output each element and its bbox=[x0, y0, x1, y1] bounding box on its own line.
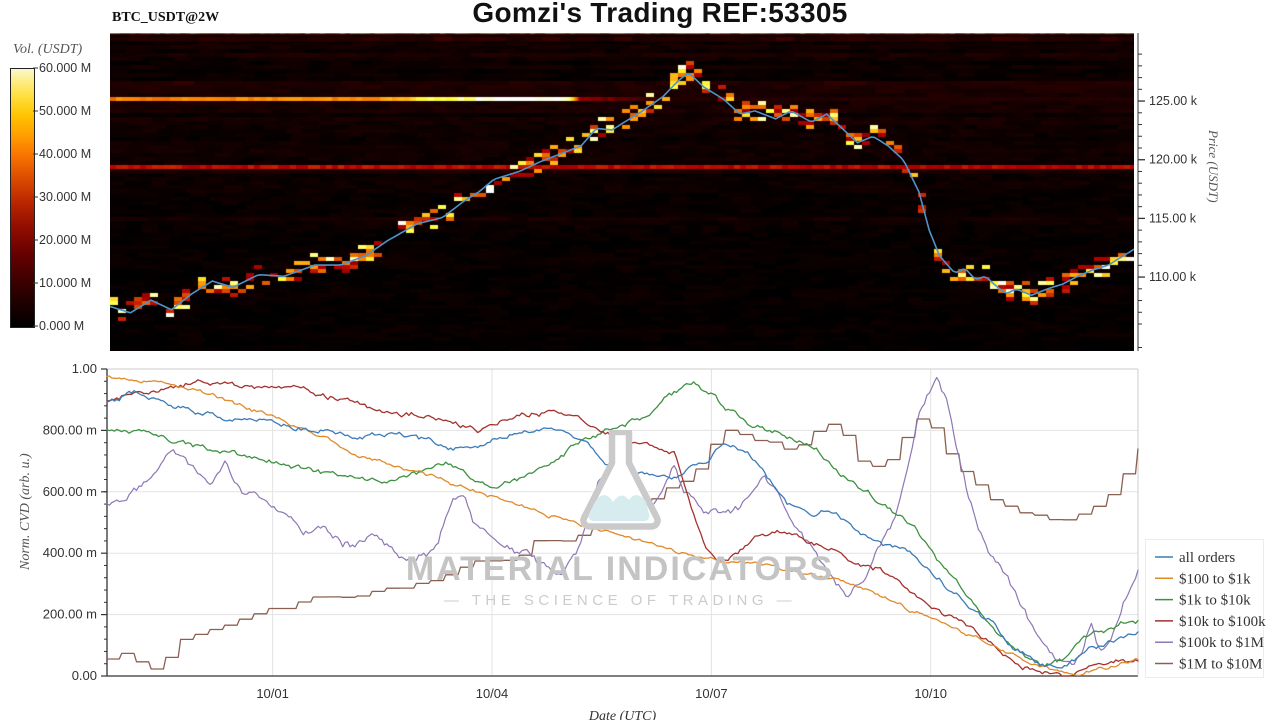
svg-text:10/10: 10/10 bbox=[914, 686, 947, 701]
svg-text:10/04: 10/04 bbox=[476, 686, 509, 701]
svg-text:10.000 M: 10.000 M bbox=[39, 276, 91, 290]
svg-text:Date (UTC): Date (UTC) bbox=[588, 709, 657, 720]
svg-text:30.000 M: 30.000 M bbox=[39, 190, 91, 204]
svg-text:10/07: 10/07 bbox=[695, 686, 728, 701]
svg-text:$100 to $1k: $100 to $1k bbox=[1179, 571, 1251, 587]
svg-text:$1k to $10k: $1k to $10k bbox=[1179, 593, 1251, 609]
svg-text:10/01: 10/01 bbox=[256, 686, 289, 701]
svg-text:all orders: all orders bbox=[1179, 550, 1235, 566]
svg-text:600.00 m: 600.00 m bbox=[43, 484, 97, 499]
svg-text:0.000 M: 0.000 M bbox=[39, 319, 84, 333]
svg-text:800.00 m: 800.00 m bbox=[43, 422, 97, 437]
svg-text:125.00 k: 125.00 k bbox=[1149, 94, 1198, 108]
svg-text:1.00: 1.00 bbox=[72, 361, 97, 376]
svg-text:$1M to $10M: $1M to $10M bbox=[1179, 657, 1262, 673]
svg-text:115.00 k: 115.00 k bbox=[1149, 211, 1197, 225]
svg-text:120.00 k: 120.00 k bbox=[1149, 153, 1198, 167]
svg-text:20.000 M: 20.000 M bbox=[39, 233, 91, 247]
svg-text:110.00 k: 110.00 k bbox=[1149, 270, 1197, 284]
svg-text:$10k to $100k: $10k to $100k bbox=[1179, 614, 1266, 630]
svg-text:0.00: 0.00 bbox=[72, 668, 97, 683]
svg-text:60.000 M: 60.000 M bbox=[39, 61, 91, 75]
svg-text:40.000 M: 40.000 M bbox=[39, 147, 91, 161]
svg-text:400.00 m: 400.00 m bbox=[43, 545, 97, 560]
svg-text:50.000 M: 50.000 M bbox=[39, 104, 91, 118]
svg-text:200.00 m: 200.00 m bbox=[43, 607, 97, 622]
svg-text:$100k to $1M: $100k to $1M bbox=[1179, 635, 1264, 651]
